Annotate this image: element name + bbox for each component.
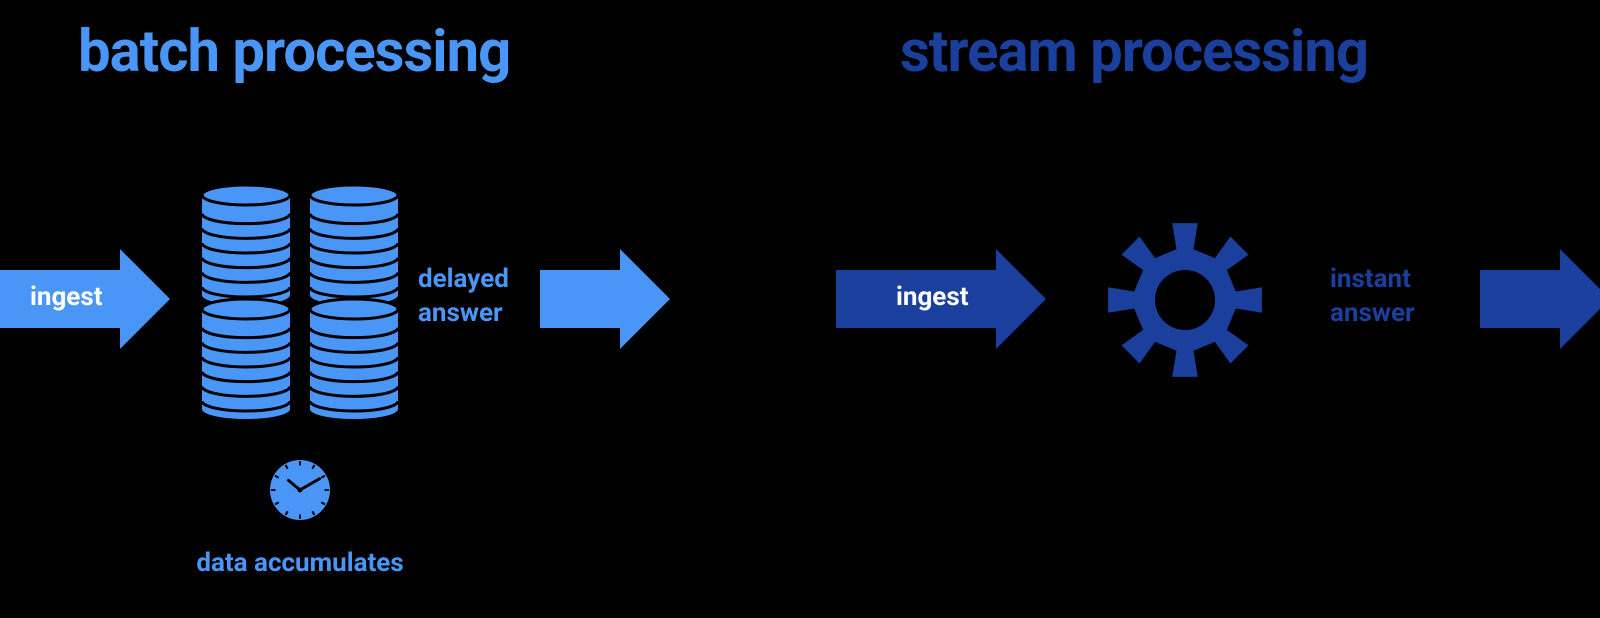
stream-result-line1: instant bbox=[1330, 264, 1411, 294]
stream-result-line2: answer bbox=[1330, 298, 1415, 328]
stream-output-arrow-icon bbox=[1480, 249, 1600, 349]
stream-output-arrow-shape bbox=[1480, 249, 1600, 349]
diagram-canvas: batch processing ingest delayed answer d… bbox=[0, 0, 1600, 618]
